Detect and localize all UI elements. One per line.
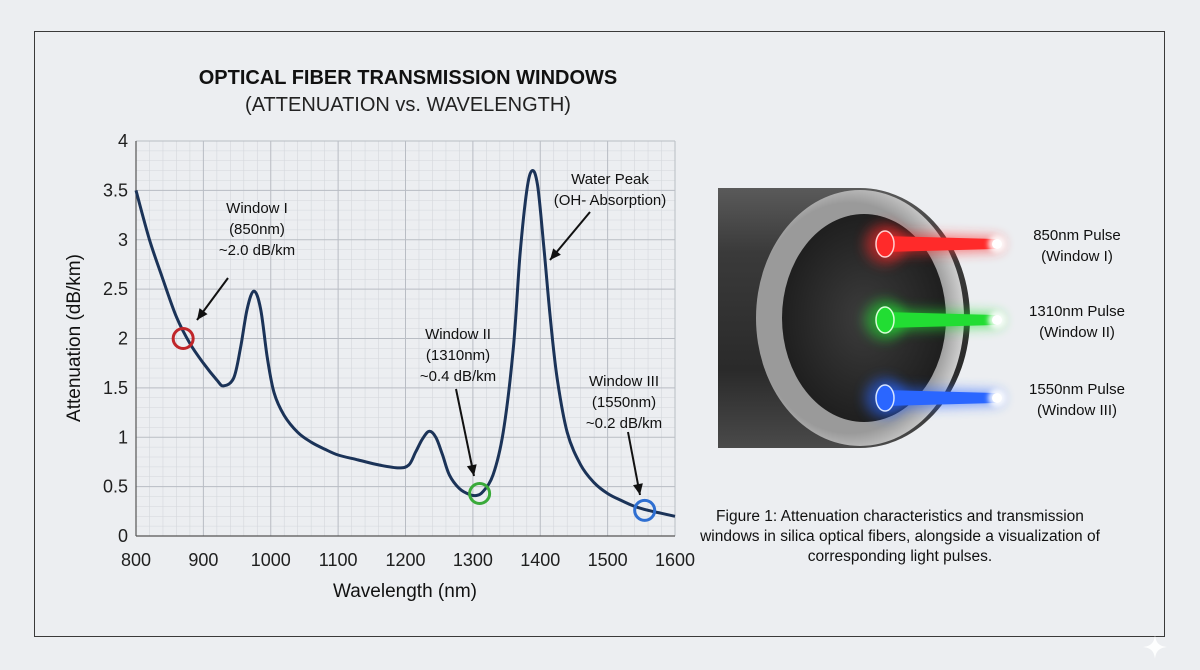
window-marker-circle xyxy=(468,482,492,506)
annotation-arrow-line xyxy=(455,388,475,477)
x-tick-label: 1400 xyxy=(520,550,560,570)
y-tick-label: 3.5 xyxy=(103,180,128,200)
annotation-label: Window I (850nm) ~2.0 dB/km xyxy=(219,200,295,259)
cable-face xyxy=(782,214,946,422)
figure-caption: Figure 1: Attenuation characteristics an… xyxy=(700,508,1100,565)
y-axis-label: Attenuation (dB/km) xyxy=(64,254,85,422)
light-pulses xyxy=(865,224,1006,418)
chart-markers xyxy=(171,327,657,522)
annotation-arrow-head xyxy=(466,464,477,476)
chart-annotations: Window I (850nm) ~2.0 dB/km Window II (1310n… xyxy=(196,171,667,496)
y-tick-label: 0.5 xyxy=(103,477,128,497)
window-marker-circle xyxy=(171,327,195,350)
x-tick-label: 1500 xyxy=(588,550,628,570)
pulse-core xyxy=(875,384,895,412)
annotation-label: Window II (1310nm) ~0.4 dB/km xyxy=(420,326,496,385)
y-tick-label: 1 xyxy=(118,427,128,447)
pulse-tip xyxy=(992,393,1002,403)
pulse-beam xyxy=(885,390,1001,406)
pulse-label: 1550nm Pulse (Window III) xyxy=(1029,381,1125,419)
pulse-tip xyxy=(992,239,1002,249)
y-tick-label: 1.5 xyxy=(103,378,128,398)
x-tick-label: 1200 xyxy=(385,550,425,570)
y-tick-label: 4 xyxy=(118,131,128,151)
pulse-beam xyxy=(885,236,1001,252)
x-tick-label: 1300 xyxy=(453,550,493,570)
chart-title: OPTICAL FIBER TRANSMISSION WINDOWS xyxy=(199,67,618,89)
fiber-cable-illustration xyxy=(718,188,1006,448)
pulse-beam xyxy=(885,312,1001,328)
pulse-core xyxy=(875,306,895,334)
annotation-arrow-head xyxy=(633,483,643,495)
x-tick-label: 900 xyxy=(188,550,218,570)
chart-series xyxy=(134,169,676,518)
pulse-tip xyxy=(992,315,1002,325)
annotation-label: Water Peak (OH- Absorption) xyxy=(554,171,667,209)
y-tick-label: 3 xyxy=(118,230,128,250)
annotation-arrow-head xyxy=(197,308,208,320)
x-axis-label: Wavelength (nm) xyxy=(333,581,477,602)
chart-subtitle: (ATTENUATION vs. WAVELENGTH) xyxy=(245,94,571,116)
y-tick-label: 0 xyxy=(118,526,128,546)
chart-axes: 800 900 1000 1100 1200 1300 1400 1500 1600 0 0.5 1 1… xyxy=(103,131,695,570)
pulse-label: 850nm Pulse (Window I) xyxy=(1033,227,1121,265)
x-tick-label: 1600 xyxy=(655,550,695,570)
sparkle-icon xyxy=(1143,635,1167,659)
pulse-label: 1310nm Pulse (Window II) xyxy=(1029,303,1125,341)
pulse-core xyxy=(875,230,895,258)
x-tick-label: 800 xyxy=(121,550,151,570)
figure-frame xyxy=(34,31,1165,637)
attenuation-curve xyxy=(134,169,676,518)
y-tick-label: 2.5 xyxy=(103,279,128,299)
x-tick-label: 1000 xyxy=(251,550,291,570)
annotation-label: Window III (1550nm) ~0.2 dB/km xyxy=(586,373,662,432)
window-marker-circle xyxy=(633,498,657,522)
y-tick-label: 2 xyxy=(118,329,128,349)
pulse-labels: 850nm Pulse (Window I) 1310nm Pulse (Window… xyxy=(1029,227,1125,419)
annotation-arrow-head xyxy=(550,248,561,260)
x-tick-label: 1100 xyxy=(319,550,358,570)
